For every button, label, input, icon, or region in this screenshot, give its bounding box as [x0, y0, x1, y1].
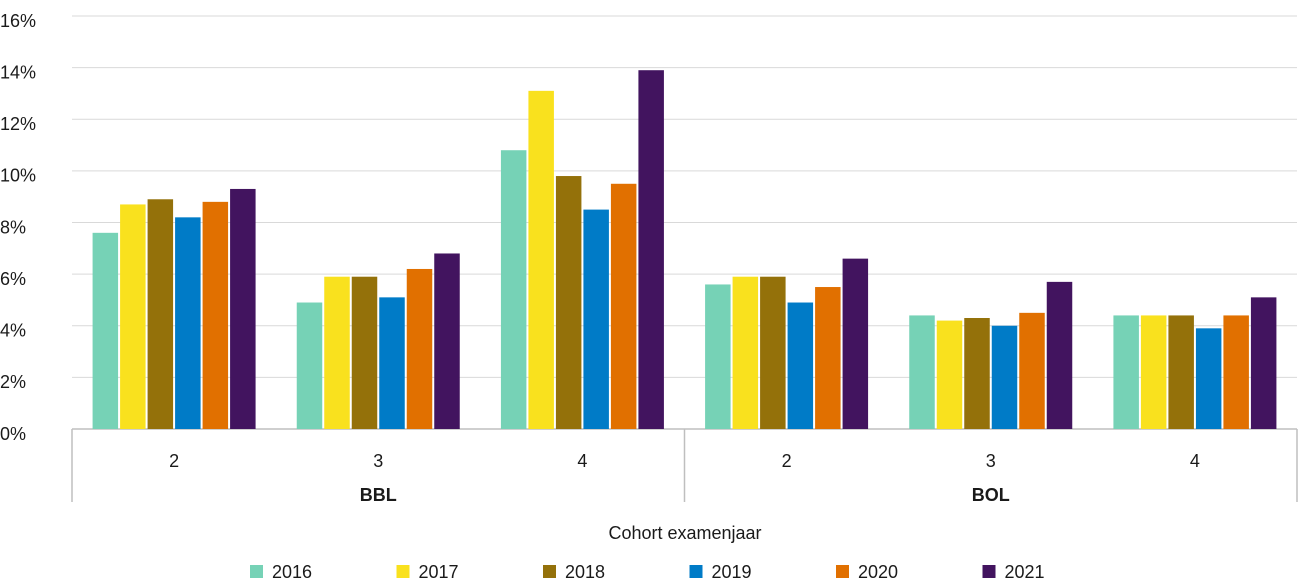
y-tick-label: 12%	[0, 114, 36, 134]
y-tick-label: 0%	[0, 424, 26, 444]
bar	[434, 253, 460, 429]
bar	[1046, 281, 1073, 429]
bar	[379, 297, 405, 429]
legend-swatch	[543, 565, 556, 578]
y-tick-label: 2%	[0, 372, 26, 392]
bar	[351, 276, 378, 429]
legend-swatch	[396, 565, 410, 578]
bar	[815, 287, 841, 429]
legend-swatch	[982, 565, 996, 578]
bar	[175, 217, 201, 429]
bar	[787, 302, 814, 429]
y-tick-label: 8%	[0, 217, 26, 237]
bar	[1019, 312, 1045, 429]
bar	[936, 320, 963, 429]
bar	[1195, 328, 1222, 429]
bar	[638, 70, 664, 430]
bar	[406, 268, 433, 429]
group-label: BBL	[360, 485, 397, 505]
bar	[202, 201, 229, 429]
bar	[909, 315, 935, 429]
bar	[732, 276, 759, 429]
bar	[528, 90, 554, 429]
bar	[1223, 315, 1249, 429]
bar	[147, 199, 174, 429]
legend-label: 2020	[858, 562, 898, 582]
legend-swatch	[689, 565, 703, 578]
x-tick-label: 2	[782, 451, 792, 471]
bar	[1113, 315, 1139, 429]
x-tick-label: 4	[577, 451, 587, 471]
bar	[1140, 315, 1167, 429]
bar	[610, 183, 637, 429]
y-tick-label: 14%	[0, 62, 36, 82]
legend-label: 2017	[419, 562, 459, 582]
y-tick-label: 4%	[0, 321, 26, 341]
legend-label: 2019	[712, 562, 752, 582]
x-axis-title: Cohort examenjaar	[608, 523, 761, 543]
legend-label: 2021	[1005, 562, 1045, 582]
x-tick-label: 4	[1190, 451, 1200, 471]
x-tick-label: 3	[986, 451, 996, 471]
x-tick-label: 3	[373, 451, 383, 471]
bar	[991, 325, 1018, 429]
legend-label: 2018	[565, 562, 605, 582]
bar	[964, 318, 990, 429]
bar	[296, 302, 323, 429]
bar	[760, 276, 786, 429]
bar	[705, 284, 731, 429]
y-tick-label: 6%	[0, 269, 26, 289]
bar	[583, 209, 609, 429]
bar	[230, 188, 256, 429]
bar	[324, 276, 350, 429]
bar	[1250, 297, 1277, 429]
legend-swatch	[836, 565, 849, 578]
bar	[500, 150, 527, 429]
legend-label: 2016	[272, 562, 312, 582]
bar	[555, 176, 582, 429]
legend-swatch	[250, 565, 263, 578]
bar	[120, 204, 146, 429]
y-tick-label: 10%	[0, 166, 36, 186]
x-tick-label: 2	[169, 451, 179, 471]
y-tick-label: 16%	[0, 11, 36, 31]
group-label: BOL	[972, 485, 1010, 505]
bar	[92, 232, 119, 429]
bar	[1168, 315, 1194, 429]
bar	[842, 258, 869, 429]
